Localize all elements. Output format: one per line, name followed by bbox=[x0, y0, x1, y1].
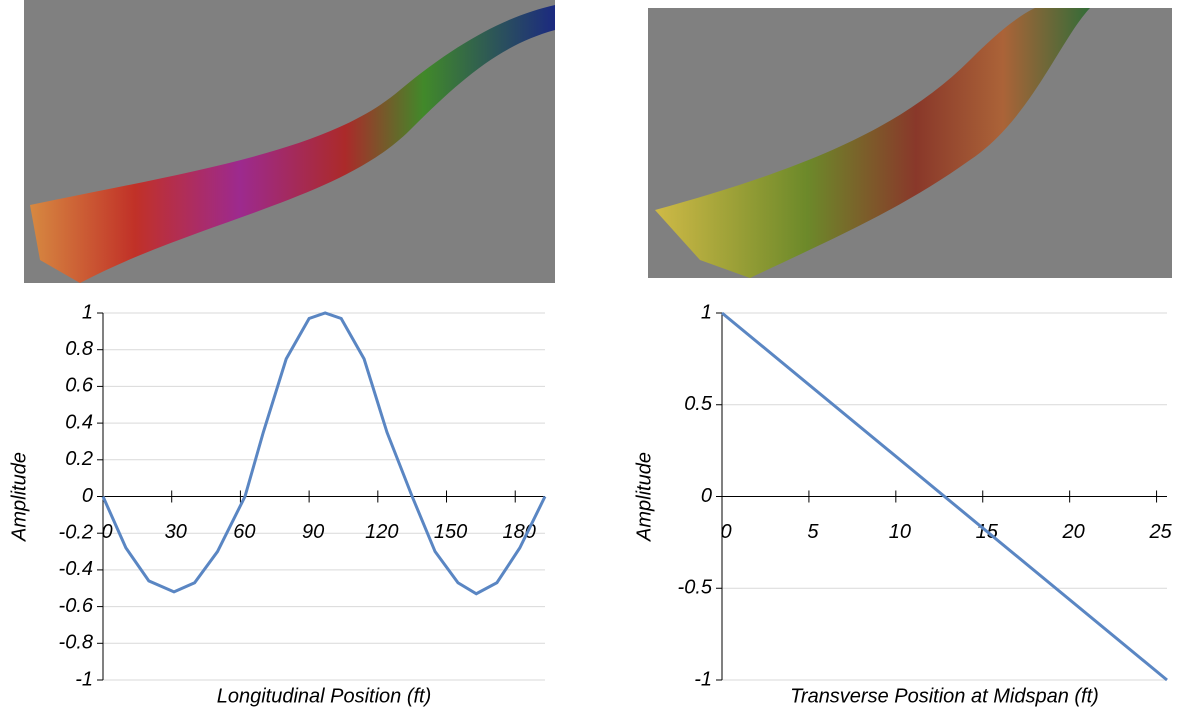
x-tick-label: 0 bbox=[720, 521, 731, 543]
y-axis-title: Amplitude bbox=[633, 452, 655, 542]
y-axis-title: Amplitude bbox=[8, 452, 30, 542]
x-tick-label: 20 bbox=[1062, 521, 1085, 543]
y-tick-label: 0 bbox=[82, 485, 93, 507]
data-line bbox=[721, 311, 1168, 682]
y-tick-label: -0.5 bbox=[678, 577, 713, 599]
render-left bbox=[24, 0, 555, 283]
y-tick-label: 0.4 bbox=[65, 411, 93, 433]
x-tick-label: 30 bbox=[165, 521, 187, 543]
y-tick-label: -0.4 bbox=[59, 558, 93, 580]
y-tick-label: 0.5 bbox=[684, 393, 713, 415]
x-tick-label: 150 bbox=[434, 521, 467, 543]
x-tick-label: 10 bbox=[889, 521, 911, 543]
y-tick-label: 1 bbox=[82, 301, 93, 323]
y-tick-label: 0.8 bbox=[65, 338, 93, 360]
data-line bbox=[101, 311, 547, 596]
y-tick-label: 1 bbox=[701, 301, 712, 323]
y-tick-label: -0.2 bbox=[59, 521, 93, 543]
x-tick-label: 5 bbox=[807, 521, 819, 543]
x-axis-title: Transverse Position at Midspan (ft) bbox=[790, 685, 1099, 707]
x-tick-label: 120 bbox=[365, 521, 398, 543]
x-tick-label: 60 bbox=[233, 521, 255, 543]
x-tick-label: 0 bbox=[101, 521, 112, 543]
y-tick-label: -1 bbox=[694, 668, 712, 690]
y-tick-label: -0.6 bbox=[59, 595, 94, 617]
render-right bbox=[648, 8, 1172, 278]
x-tick-label: 90 bbox=[302, 521, 324, 543]
y-tick-label: 0.2 bbox=[65, 448, 93, 470]
x-axis-title: Longitudinal Position (ft) bbox=[217, 685, 432, 707]
y-tick-label: 0 bbox=[701, 485, 712, 507]
y-tick-label: -1 bbox=[75, 668, 93, 690]
x-tick-label: 25 bbox=[1148, 521, 1172, 543]
y-tick-label: 0.6 bbox=[65, 375, 94, 397]
x-tick-label: 180 bbox=[503, 521, 536, 543]
y-tick-label: -0.8 bbox=[59, 632, 93, 654]
